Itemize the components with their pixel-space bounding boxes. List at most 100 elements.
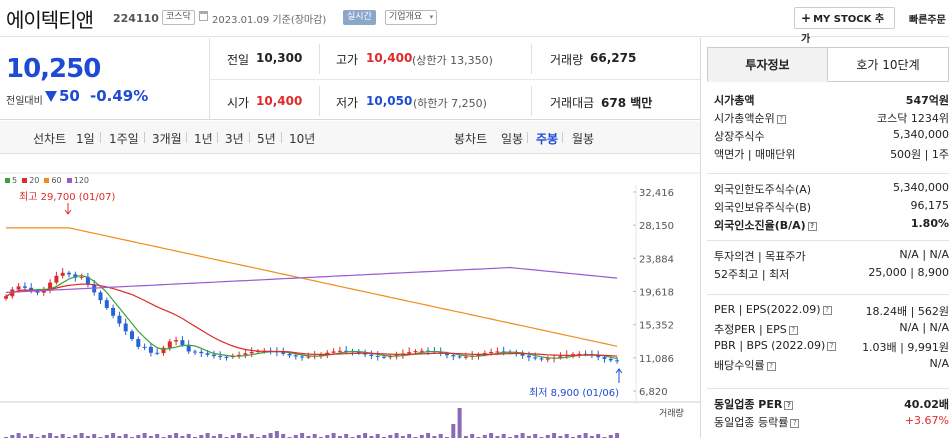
change-label: 전일대비 xyxy=(6,96,43,107)
volume-bar xyxy=(463,436,468,438)
candle-body xyxy=(596,355,601,358)
help-icon[interactable]: ? xyxy=(766,361,776,371)
candle-body xyxy=(60,272,65,276)
high-arrow-icon xyxy=(64,209,72,215)
divider xyxy=(209,79,700,80)
help-icon[interactable]: ? xyxy=(822,305,832,315)
period-tab-1y[interactable]: 1년 xyxy=(194,132,213,146)
info-row-label: 외국인한도주식수(A) xyxy=(714,183,812,196)
prev-close-label: 전일 xyxy=(227,53,250,67)
candle-body xyxy=(22,286,27,288)
legend-ma5: 5 xyxy=(5,176,17,185)
volume-bar xyxy=(489,433,494,438)
volume-bar xyxy=(583,433,588,438)
quick-order-link[interactable]: 빠른주문 xyxy=(909,15,946,26)
candle-tab-daily[interactable]: 일봉 xyxy=(501,132,524,146)
candle-body xyxy=(48,282,53,290)
candle-body xyxy=(148,346,153,353)
candle-body xyxy=(205,353,210,355)
candle-body xyxy=(558,356,563,358)
period-tab-1w[interactable]: 1주일 xyxy=(109,132,139,146)
candle-body xyxy=(382,356,386,358)
candle-tab-monthly[interactable]: 월봉 xyxy=(572,132,595,146)
line-chart-label: 선차트 xyxy=(33,132,67,146)
volume-bar xyxy=(92,434,97,438)
candle-body xyxy=(407,352,412,354)
volume-bar xyxy=(495,436,500,438)
candle-body xyxy=(29,287,34,292)
tab-separator xyxy=(527,132,528,143)
tab-separator xyxy=(249,132,250,143)
candle-body xyxy=(545,358,550,360)
tab-orderbook[interactable]: 호가 10단계 xyxy=(828,47,949,82)
tab-separator xyxy=(562,132,563,143)
plus-icon: + xyxy=(801,11,812,25)
volume-bar xyxy=(526,436,531,438)
volume-bar xyxy=(306,436,311,438)
info-row-label: 동일업종 등락률? xyxy=(714,414,800,430)
candle-body xyxy=(174,340,179,342)
candle-body xyxy=(520,353,525,356)
volume-bar xyxy=(142,433,147,438)
candle-body xyxy=(306,356,311,358)
divider xyxy=(707,240,949,241)
tab-separator xyxy=(144,132,145,143)
volume-bar xyxy=(300,433,305,438)
candle-body xyxy=(111,307,116,316)
open-label: 시가 xyxy=(227,96,250,110)
info-row: 시가총액 547억원 xyxy=(714,92,949,110)
volume-bar xyxy=(262,435,267,438)
volume-bar xyxy=(545,435,550,438)
tab-separator xyxy=(186,132,187,143)
help-icon[interactable]: ? xyxy=(784,400,794,410)
period-tab-10y[interactable]: 10년 xyxy=(289,132,316,146)
candle-body xyxy=(186,344,191,352)
volume-bar xyxy=(73,435,78,438)
info-row-value: 25,000 | 8,900 xyxy=(868,266,949,279)
add-mystock-button[interactable]: + MY STOCK 추가 xyxy=(794,7,895,45)
candle-body xyxy=(4,296,8,299)
candle-body xyxy=(85,276,90,285)
candle-body xyxy=(495,351,500,353)
info-row-value: 5,340,000 xyxy=(893,181,949,194)
period-tab-3y[interactable]: 3년 xyxy=(225,132,244,146)
chart-period-tabs: 선차트 1일 1주일 3개월 1년 3년 5년 10년 봉차트 일봉 주봉 월봉 xyxy=(0,121,700,154)
company-overview-dropdown[interactable]: 기업개요 ▾ xyxy=(385,10,438,25)
volume-bar xyxy=(501,434,506,438)
candle-body xyxy=(325,352,330,355)
help-icon[interactable]: ? xyxy=(827,341,837,351)
candle-body xyxy=(237,354,242,357)
investment-info-body: 시가총액 547억원 시가총액순위? 코스닥 1234위 상장주식수 5,340,000 액… xyxy=(707,82,949,438)
info-row: 액면가 | 매매단위 500원 | 1주 xyxy=(714,146,949,164)
current-price: 10,250 xyxy=(6,54,101,84)
period-tab-1d[interactable]: 1일 xyxy=(76,132,95,146)
realtime-badge[interactable]: 실시간 xyxy=(343,10,376,25)
volume-bar xyxy=(344,434,349,438)
candle-body xyxy=(615,360,620,362)
volume-bar xyxy=(388,435,393,438)
help-icon[interactable]: ? xyxy=(788,325,798,335)
volume-bar xyxy=(577,435,582,438)
volume-bar xyxy=(136,435,141,438)
candle-body xyxy=(249,351,254,354)
candle-body xyxy=(571,354,575,356)
help-icon[interactable]: ? xyxy=(790,418,800,428)
info-row: PBR | BPS (2022.09)? 1.03배 | 9,991원 xyxy=(714,339,949,357)
period-tab-3m[interactable]: 3개월 xyxy=(152,132,182,146)
candle-body xyxy=(54,275,59,283)
help-icon[interactable]: ? xyxy=(807,221,817,231)
period-tab-5y[interactable]: 5년 xyxy=(257,132,276,146)
divider xyxy=(707,294,949,295)
tab-investment-info[interactable]: 투자정보 xyxy=(707,47,828,82)
tab-separator xyxy=(217,132,218,143)
volume-bar xyxy=(148,436,153,438)
candle-body xyxy=(16,286,21,290)
divider xyxy=(319,86,320,116)
add-mystock-label: MY STOCK 추가 xyxy=(801,14,885,45)
info-row: 동일업종 등락률? +3.67% xyxy=(714,414,949,432)
help-icon[interactable]: ? xyxy=(776,114,786,124)
candle-tab-weekly[interactable]: 주봉 xyxy=(536,132,559,146)
amount-value: 678 백만 xyxy=(601,96,653,110)
lower-limit: (하한가 7,250) xyxy=(413,97,487,110)
divider xyxy=(531,44,532,74)
